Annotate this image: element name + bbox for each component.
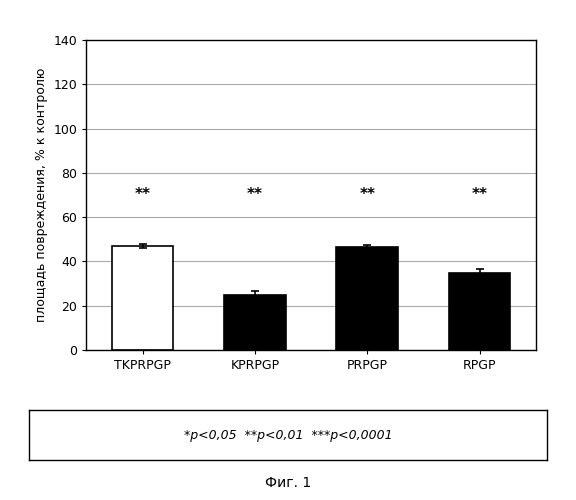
Bar <box>224 294 286 350</box>
Bar <box>336 247 398 350</box>
Text: Фиг. 1: Фиг. 1 <box>265 476 311 490</box>
Text: **: ** <box>359 188 375 202</box>
Y-axis label: площадь повреждения, % к контролю: площадь повреждения, % к контролю <box>35 68 48 322</box>
Bar <box>449 272 510 350</box>
Bar <box>112 246 173 350</box>
Text: 0, 6 мкмоль/кг: 0, 6 мкмоль/кг <box>263 437 359 450</box>
Text: **: ** <box>247 188 263 202</box>
Text: **: ** <box>135 188 150 202</box>
Text: **: ** <box>472 188 487 202</box>
Text: *p<0,05  **p<0,01  ***p<0,0001: *p<0,05 **p<0,01 ***p<0,0001 <box>184 428 392 442</box>
